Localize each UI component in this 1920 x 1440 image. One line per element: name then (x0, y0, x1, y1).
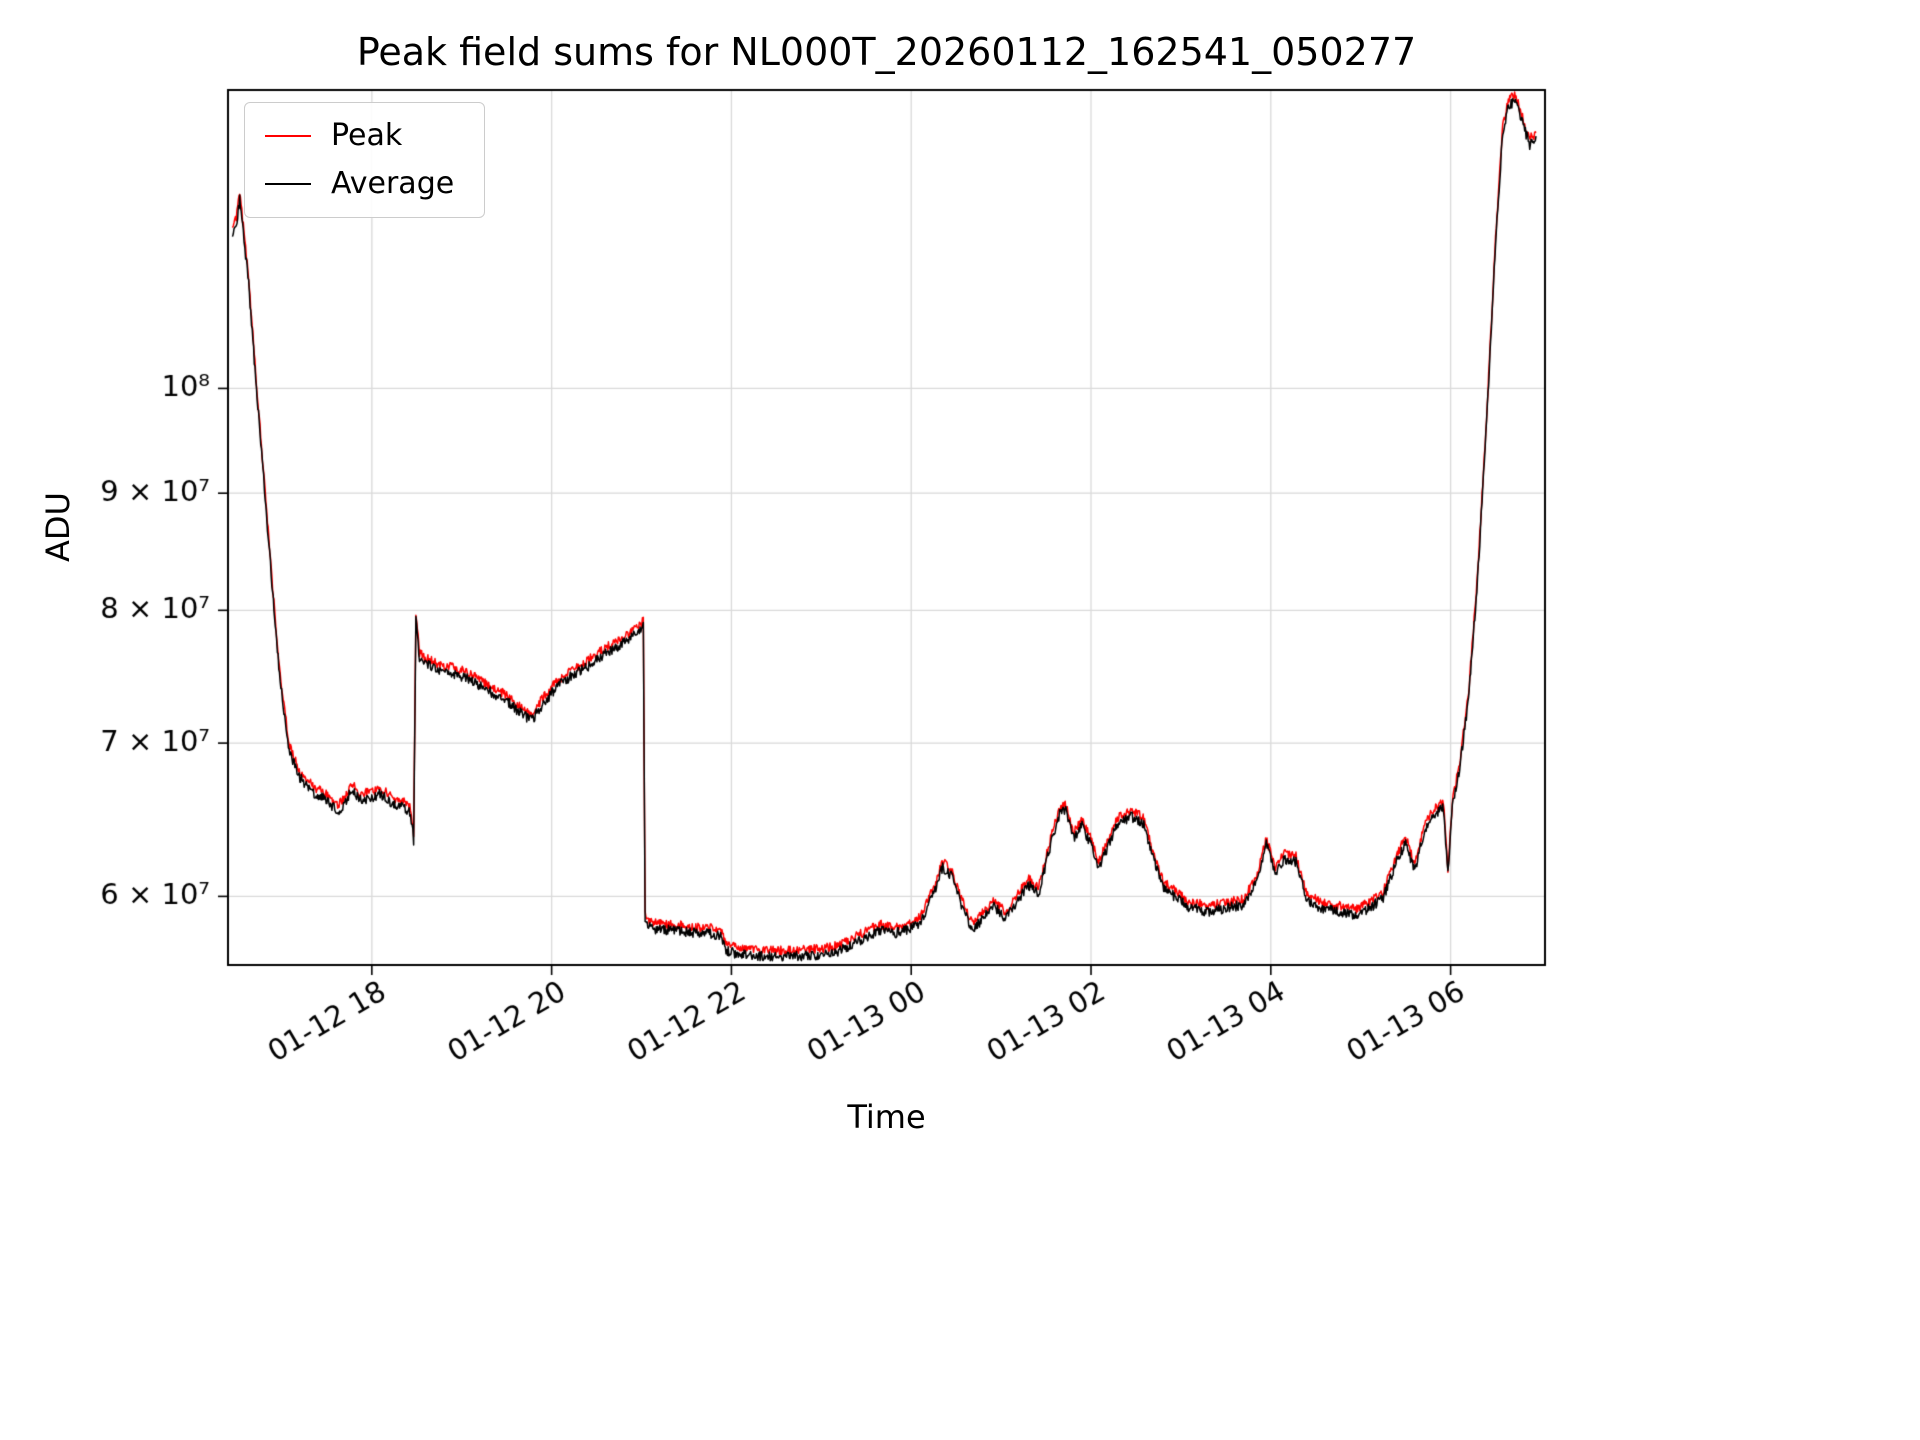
average-line-icon (265, 183, 311, 185)
x-axis-label: Time (847, 1098, 926, 1136)
legend-item-average: Average (265, 169, 454, 199)
legend-label-peak: Peak (331, 118, 403, 153)
chart-title: Peak field sums for NL000T_20260112_1625… (356, 30, 1417, 74)
legend-item-peak: Peak (265, 121, 454, 151)
legend-label-average: Average (331, 166, 455, 201)
legend: Peak Average (244, 102, 486, 218)
y-axis-label: ADU (39, 492, 77, 562)
peak-line-icon (265, 135, 311, 137)
